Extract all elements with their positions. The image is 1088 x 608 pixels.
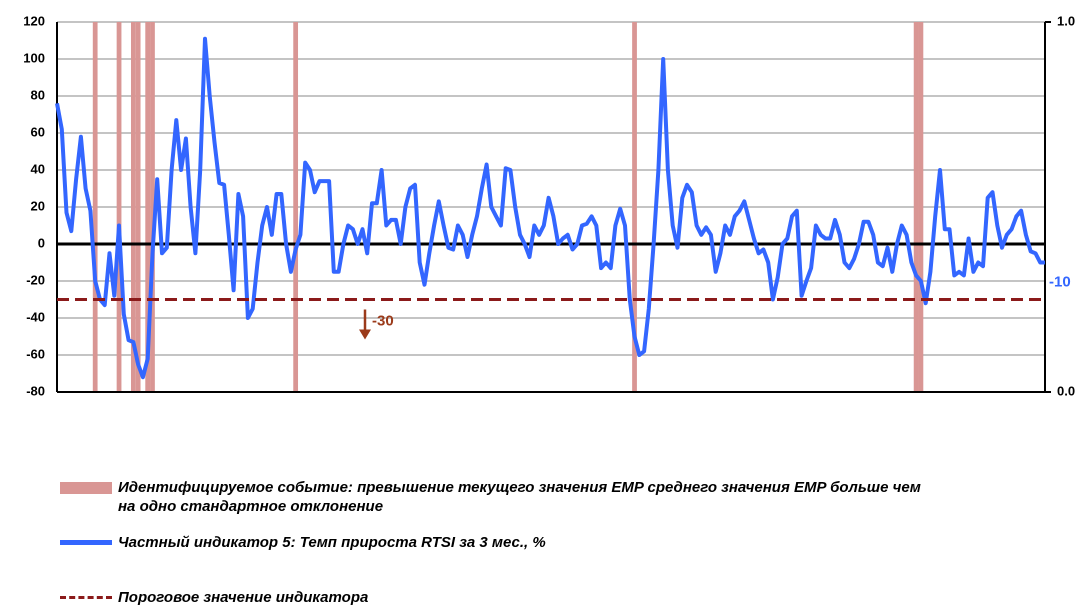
legend-label: Частный индикатор 5: Темп прироста RTSI … <box>118 534 546 551</box>
event-bar <box>116 22 122 392</box>
y2-tick-label: 0.0 <box>1057 383 1075 398</box>
legend-swatch <box>60 588 112 607</box>
legend-item: Идентифицируемое событие: превышение тек… <box>60 478 928 516</box>
y-tick-label: -60 <box>26 346 45 361</box>
event-bar <box>293 22 299 392</box>
event-bar <box>632 22 637 392</box>
event-bar <box>92 22 98 392</box>
legend-swatch <box>60 533 112 552</box>
y-tick-label: 60 <box>31 124 45 139</box>
event-bar <box>130 22 136 392</box>
legend-label: Идентифицируемое событие: превышение тек… <box>118 479 921 515</box>
end-value-label: -10 <box>1049 273 1071 290</box>
y-tick-label: -40 <box>26 309 45 324</box>
legend-item: Пороговое значение индикатора <box>60 588 928 607</box>
y-tick-label: 100 <box>23 50 45 65</box>
y-tick-label: -20 <box>26 272 45 287</box>
legend-label: Пороговое значение индикатора <box>118 589 369 606</box>
threshold-label: -30 <box>372 312 394 329</box>
y-tick-label: 0 <box>38 235 45 250</box>
event-bar <box>135 22 141 392</box>
y-tick-label: 20 <box>31 198 45 213</box>
y2-tick-label: 1.0 <box>1057 13 1075 28</box>
legend-swatch <box>60 478 112 497</box>
y-tick-label: 80 <box>31 87 45 102</box>
legend-item: Частный индикатор 5: Темп прироста RTSI … <box>60 533 928 552</box>
chart: -80 -60 -40 -20 0 20 40 60 80 100 120 0.0 1.0 -10 -30 <box>23 13 1075 398</box>
y-tick-label: -80 <box>26 383 45 398</box>
plot <box>92 22 924 392</box>
y-tick-label: 40 <box>31 161 45 176</box>
threshold-arrow-head <box>359 329 371 340</box>
event-bar <box>913 22 919 392</box>
event-bar <box>150 22 155 392</box>
rtsi-line <box>55 36 1045 380</box>
event-bar <box>918 22 924 392</box>
event-bar <box>145 22 151 392</box>
y-tick-label: 120 <box>23 13 45 28</box>
